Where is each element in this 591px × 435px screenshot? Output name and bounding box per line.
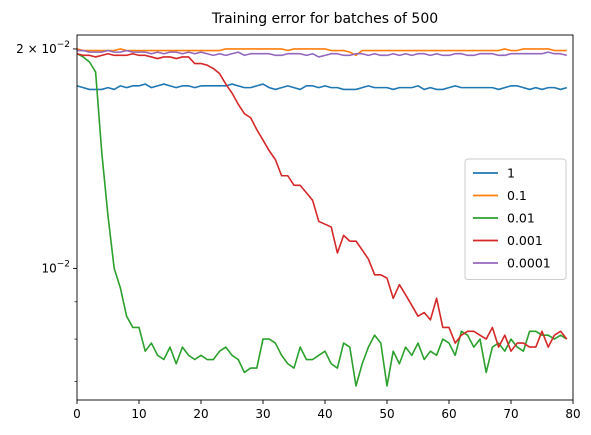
x-tick-label: 20 (193, 407, 208, 421)
x-tick-label: 50 (379, 407, 394, 421)
x-tick-label: 60 (441, 407, 456, 421)
x-tick-label: 40 (317, 407, 332, 421)
legend-label: 0.01 (507, 211, 535, 226)
x-tick-label: 80 (565, 407, 580, 421)
legend: 1 0.1 0.01 0.001 0.0001 (464, 158, 567, 280)
y-tick-label: 10−2 (41, 259, 70, 275)
series-line-3 (76, 52, 568, 352)
x-tick-label: 0 (73, 407, 81, 421)
axes-frame (76, 34, 574, 401)
axes: 0 10 20 30 40 50 60 70 80 2 × 10−2 10−2 (16, 40, 581, 421)
legend-label: 1 (507, 166, 515, 181)
series-line-1 (76, 48, 567, 57)
series-line-0 (76, 83, 568, 91)
series-line-4 (77, 49, 568, 58)
series-layer (76, 48, 568, 387)
x-tick-label: 70 (503, 407, 518, 421)
chart-title: Training error for batches of 500 (211, 11, 438, 27)
x-tick-label: 30 (255, 407, 270, 421)
legend-box (464, 158, 567, 280)
x-tick-label: 10 (131, 407, 146, 421)
legend-label: 0.0001 (507, 256, 551, 271)
y-tick-label: 2 × 10−2 (16, 40, 70, 56)
legend-label: 0.001 (507, 233, 543, 248)
series-line-2 (76, 53, 568, 387)
legend-label: 0.1 (507, 188, 527, 203)
